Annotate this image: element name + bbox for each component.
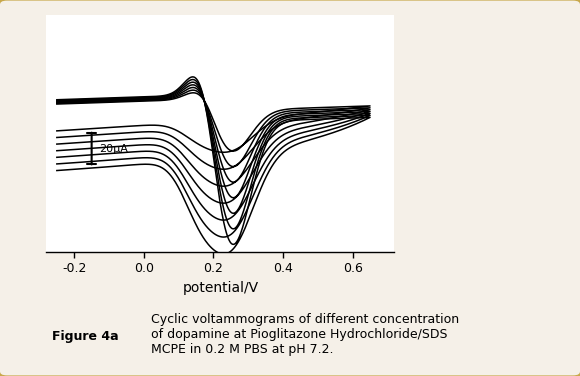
Text: 20μA: 20μA [99,144,128,153]
X-axis label: potential/V: potential/V [182,281,259,295]
Text: Figure 4a: Figure 4a [52,330,119,343]
Text: Cyclic voltammograms of different concentration
of dopamine at Pioglitazone Hydr: Cyclic voltammograms of different concen… [151,313,459,356]
